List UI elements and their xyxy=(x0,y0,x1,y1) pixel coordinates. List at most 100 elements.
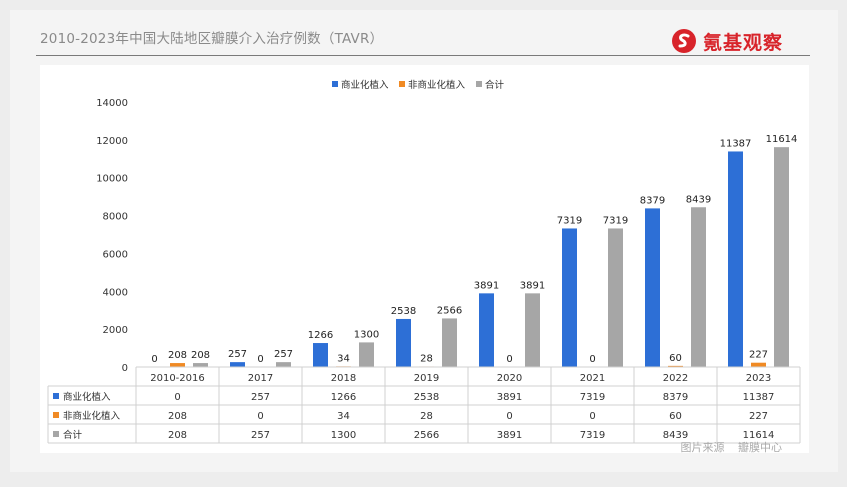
x-tick-label: 2021 xyxy=(580,373,605,384)
circle-s-logo-icon xyxy=(672,29,696,53)
table-cell: 208 xyxy=(168,430,187,441)
bar-series-2 xyxy=(170,363,185,367)
table-cell: 2566 xyxy=(414,430,439,441)
y-tick-label: 2000 xyxy=(103,325,128,336)
legend-label-3: 合计 xyxy=(485,79,505,91)
y-tick-label: 0 xyxy=(122,363,128,374)
table-cell: 0 xyxy=(589,411,595,422)
legend-label-2: 非商业化植入 xyxy=(408,79,466,91)
table-cell: 7319 xyxy=(580,392,605,403)
data-label-series-2: 0 xyxy=(506,354,512,365)
data-label-series-3: 7319 xyxy=(603,215,628,226)
image-source: 图片来源 瓣膜中心 xyxy=(681,439,783,455)
bar-series-1 xyxy=(645,208,660,367)
bar-series-3 xyxy=(525,293,540,367)
bar-series-3 xyxy=(359,342,374,367)
table-cell: 0 xyxy=(174,392,180,403)
brand-logo: 氪基观察 xyxy=(671,28,821,54)
data-label-series-1: 257 xyxy=(228,349,247,360)
legend-label-1: 商业化植入 xyxy=(341,79,389,91)
logo-text: 氪基观察 xyxy=(703,31,784,54)
data-label-series-1: 7319 xyxy=(557,215,582,226)
y-tick-label: 14000 xyxy=(96,98,128,109)
bar-series-3 xyxy=(691,207,706,367)
slide: 2010-2023年中国大陆地区瓣膜介入治疗例数（TAVR） 氪基观察 商业化植… xyxy=(10,10,838,472)
chart-panel: 商业化植入 非商业化植入 合计 0 2000 4000 6000 8000 10000 12000… xyxy=(40,65,809,453)
bar-series-3 xyxy=(608,228,623,367)
source-name: 瓣膜中心 xyxy=(738,441,782,454)
bar-series-2 xyxy=(751,362,766,367)
table-cell: 8379 xyxy=(663,392,688,403)
bar-series-1 xyxy=(230,362,245,367)
data-label-series-3: 2566 xyxy=(437,305,462,316)
x-tick-label: 2010-2016 xyxy=(150,373,205,384)
data-label-series-3: 208 xyxy=(191,350,210,361)
bar-series-1 xyxy=(479,293,494,367)
data-label-series-3: 257 xyxy=(274,349,293,360)
table-row-label-1: 商业化植入 xyxy=(63,391,111,403)
bar-series-3 xyxy=(276,362,291,367)
bar-series-1 xyxy=(728,151,743,367)
data-label-series-1: 2538 xyxy=(391,306,416,317)
x-tick-label: 2018 xyxy=(331,373,356,384)
table-cell: 3891 xyxy=(497,430,522,441)
page-title: 2010-2023年中国大陆地区瓣膜介入治疗例数（TAVR） xyxy=(40,31,384,47)
title-divider xyxy=(36,55,810,56)
table-cell: 257 xyxy=(251,392,270,403)
y-tick-label: 10000 xyxy=(96,174,128,185)
data-label-series-2: 227 xyxy=(749,350,768,361)
data-label-series-3: 11614 xyxy=(766,134,798,145)
y-tick-label: 4000 xyxy=(103,287,128,298)
table-cell: 1300 xyxy=(331,430,356,441)
x-tick-label: 2019 xyxy=(414,373,439,384)
y-tick-label: 8000 xyxy=(103,212,128,223)
bar-series-3 xyxy=(193,363,208,367)
table-cell: 11614 xyxy=(743,430,775,441)
table-cell: 208 xyxy=(168,411,187,422)
data-label-series-1: 0 xyxy=(151,354,157,365)
legend-swatch-2 xyxy=(399,81,405,87)
data-label-series-2: 0 xyxy=(589,354,595,365)
table-cell: 257 xyxy=(251,430,270,441)
bar-series-2 xyxy=(668,365,683,367)
bar-series-3 xyxy=(442,318,457,367)
table-cell: 28 xyxy=(420,411,433,422)
table-cell: 0 xyxy=(506,411,512,422)
y-tick-label: 6000 xyxy=(103,249,128,260)
legend-swatch-1 xyxy=(332,81,338,87)
data-label-series-2: 60 xyxy=(669,353,682,364)
y-tick-label: 12000 xyxy=(96,136,128,147)
x-tick-label: 2020 xyxy=(497,373,522,384)
table-cell: 60 xyxy=(669,411,682,422)
legend-swatch-3 xyxy=(476,81,482,87)
bar-series-3 xyxy=(774,147,789,367)
table-cell: 7319 xyxy=(580,430,605,441)
bar-chart: 商业化植入 非商业化植入 合计020004000600080001000012000… xyxy=(47,79,801,444)
table-legend-swatch-3 xyxy=(53,431,59,437)
data-label-series-3: 8439 xyxy=(686,194,711,205)
table-cell: 3891 xyxy=(497,392,522,403)
x-tick-label: 2022 xyxy=(663,373,688,384)
data-label-series-1: 8379 xyxy=(640,195,665,206)
table-cell: 2538 xyxy=(414,392,439,403)
table-legend-swatch-1 xyxy=(53,393,59,399)
data-label-series-1: 11387 xyxy=(720,138,752,149)
table-row-label-2: 非商业化植入 xyxy=(63,410,121,422)
data-label-series-3: 1300 xyxy=(354,329,379,340)
data-label-series-3: 3891 xyxy=(520,280,545,291)
table-cell: 0 xyxy=(257,411,263,422)
data-label-series-1: 1266 xyxy=(308,330,333,341)
data-label-series-2: 34 xyxy=(337,353,350,364)
data-label-series-2: 28 xyxy=(420,353,433,364)
table-cell: 1266 xyxy=(331,392,356,403)
table-cell: 227 xyxy=(749,411,768,422)
table-legend-swatch-2 xyxy=(53,412,59,418)
table-cell: 11387 xyxy=(743,392,775,403)
table-cell: 34 xyxy=(337,411,350,422)
data-label-series-1: 3891 xyxy=(474,280,499,291)
data-label-series-2: 208 xyxy=(168,350,187,361)
bar-series-1 xyxy=(313,343,328,367)
bar-series-1 xyxy=(562,228,577,367)
x-tick-label: 2023 xyxy=(746,373,771,384)
table-row-label-3: 合计 xyxy=(63,429,83,441)
